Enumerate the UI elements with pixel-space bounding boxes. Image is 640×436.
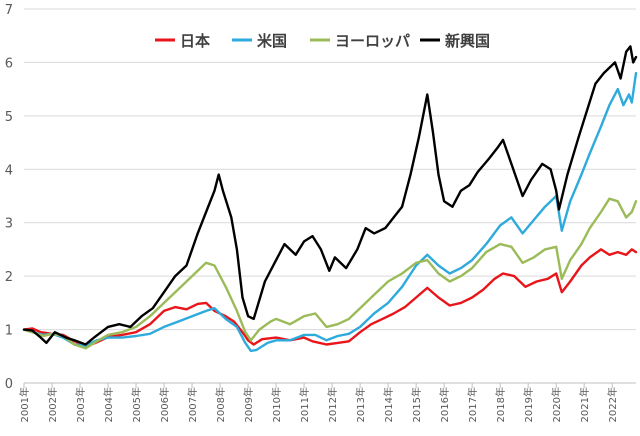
y-tick-label: 5 [5,110,13,125]
x-tick-label: 2008年 [214,387,227,422]
series-line-新興国 [22,45,638,346]
y-tick-label: 2 [5,270,13,285]
x-tick-label: 2015年 [410,387,423,422]
y-tick-label: 4 [5,163,13,178]
y-tick-label: 0 [5,377,13,392]
x-tick-label: 2010年 [270,387,283,422]
y-tick-label: 6 [5,56,13,71]
legend-label: 日本 [180,32,210,50]
axes [23,382,636,388]
legend-label: 米国 [257,32,287,50]
x-tick-label: 2007年 [186,387,199,422]
legend-label: ヨーロッパ [335,32,410,50]
x-tick-label: 2003年 [74,387,87,422]
series-line-ヨーロッパ [22,197,638,350]
y-tick-label: 7 [5,3,13,18]
gridlines [24,8,636,331]
x-tick-label: 2016年 [438,387,451,422]
series-line-日本 [22,248,638,347]
series-lines [22,45,638,353]
x-tick-label: 2020年 [550,387,563,422]
x-tick-label: 2001年 [18,387,31,422]
x-tick-label: 2017年 [466,387,479,422]
y-tick-label: 3 [5,217,13,232]
x-tick-label: 2005年 [130,387,143,422]
x-tick-label: 2011年 [298,387,311,422]
legend-item: 日本 [155,32,210,50]
x-tick-label: 2021年 [578,387,591,422]
x-tick-label: 2012年 [326,387,339,422]
legend-item: ヨーロッパ [310,32,410,50]
y-tick-labels: 0 1 2 3 4 5 6 7 [5,3,13,392]
x-tick-labels: 2001年 2002年 2003年 2004年 2005年 2006年 2007年 2008年… [18,387,619,422]
x-tick-label: 2006年 [158,387,171,422]
series-line-米国 [22,71,638,353]
legend-item: 新興国 [420,32,490,50]
x-tick-label: 2009年 [242,387,255,422]
x-tick-label: 2013年 [354,387,367,422]
x-tick-label: 2019年 [522,387,535,422]
x-tick-label: 2018年 [494,387,507,422]
x-tick-label: 2022年 [606,387,619,422]
x-tick-label: 2004年 [102,387,115,422]
y-tick-label: 1 [5,324,13,339]
legend-item: 米国 [232,32,287,50]
legend-label: 新興国 [445,32,490,50]
x-tick-label: 2002年 [46,387,59,422]
legend: 日本 米国 ヨーロッパ 新興国 [155,32,490,50]
x-tick-label: 2014年 [382,387,395,422]
